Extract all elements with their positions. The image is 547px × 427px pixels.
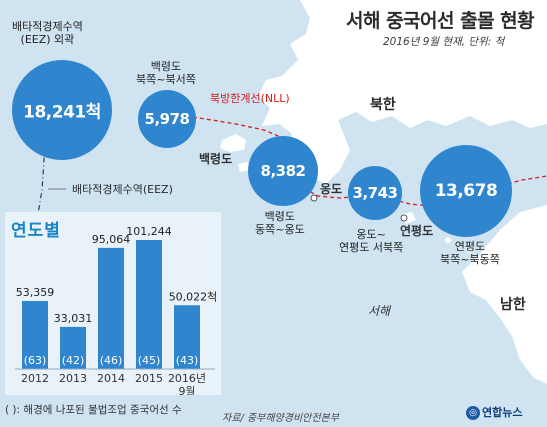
bar-category-label: 2015 — [135, 372, 163, 385]
bar — [174, 305, 200, 369]
bubble-value-yeonpyeong-north: 13,678 — [434, 181, 498, 201]
bar-category-label: 2016년 — [168, 372, 206, 385]
bar-seized-label: (43) — [176, 354, 199, 367]
logo-text: 연합뉴스 — [482, 406, 523, 419]
baengnyeong-island — [220, 134, 246, 152]
bar — [60, 326, 86, 369]
bar-seized-label: (46) — [100, 354, 123, 367]
ongjin-peninsula — [286, 112, 350, 184]
bubble-yeonpyeong-north — [420, 145, 512, 237]
bubble-baengnyeong-east — [248, 136, 318, 206]
label-eez-outer: 배타적경제수역 (EEZ) 외곽 — [12, 20, 83, 46]
bar — [22, 301, 48, 369]
north-korea-land — [228, 0, 547, 134]
bar-seized-label: (45) — [138, 354, 161, 367]
south-korea-land — [462, 205, 547, 384]
label-eez: 배타적경제수역(EEZ) — [72, 183, 173, 196]
bar-category-label: 9월 — [178, 385, 195, 395]
label-baengnyeong-island: 백령도 — [199, 152, 233, 166]
label-south-korea: 남한 — [500, 297, 526, 313]
bar — [136, 240, 162, 369]
yonhap-logo-icon: ◎ — [466, 406, 480, 420]
bar — [98, 247, 124, 369]
label-yeonpyeong-north: 연평도 북쪽~북동쪽 — [440, 240, 500, 266]
bar-value-label: 101,244 — [126, 225, 172, 238]
bar-value-label: 95,064 — [92, 233, 131, 246]
yonhap-logo: ◎ 연합뉴스 — [466, 404, 522, 420]
islet — [445, 237, 451, 243]
page-subtitle: 2016년 9월 현재, 단위: 척 — [383, 36, 505, 48]
bar-value-label: 53,359 — [16, 286, 55, 299]
bubble-value-baengnyeong-east: 8,382 — [260, 162, 306, 180]
label-west-sea: 서해 — [368, 304, 391, 318]
yearly-bar-chart: 53,359 (63) 2012 33,031 (42) 2013 95,064 (46) 20… — [15, 225, 218, 395]
label-north-korea: 북한 — [370, 97, 396, 113]
source-note: 자료/ 중부해양경비안전본부 — [222, 413, 339, 424]
han-estuary — [510, 168, 547, 196]
yearly-heading: 연도별 — [11, 221, 61, 241]
bar-value-label: 33,031 — [54, 312, 93, 325]
bar-category-label: 2012 — [21, 372, 49, 385]
bar-seized-label: (63) — [24, 354, 47, 367]
yearly-panel: 연도별 53,359 (63) 2012 33,031 (42) 2013 95,064 (4… — [5, 212, 221, 395]
label-baengnyeong-east: 백령도 동쪽~옹도 — [255, 210, 305, 236]
label-baengnyeong-north: 백령도 북쪽~북서쪽 — [136, 60, 196, 86]
bar-value-label: 50,022척 — [169, 290, 218, 303]
yeonpyeong-marker — [400, 214, 408, 222]
ongdo-marker — [310, 194, 318, 202]
label-yeonpyeong-island: 연평도 — [400, 224, 434, 238]
bubble-value-baengnyeong-north: 5,978 — [144, 110, 190, 128]
bubble-value-eez-outer: 18,241척 — [23, 102, 101, 123]
label-ongdo: 옹도 — [320, 182, 343, 196]
bubble-value-ongdo-yeonpyeong: 3,743 — [352, 184, 398, 202]
bubble-eez-outer — [12, 60, 112, 160]
label-nll: 북방한계선(NLL) — [210, 92, 290, 105]
daecheong-island — [238, 162, 250, 172]
bar-category-label: 2013 — [59, 372, 87, 385]
bubble-ongdo-yeonpyeong — [348, 166, 402, 220]
seized-footnote: ( ): 해경에 나포된 불법조업 중국어선 수 — [5, 404, 182, 416]
islet — [467, 247, 473, 253]
page-title: 서해 중국어선 출몰 현황 — [346, 10, 535, 32]
bar-category-label: 2014 — [97, 372, 125, 385]
label-ongdo-yeonpyeong: 옹도~ 연평도 서북쪽 — [339, 228, 404, 254]
bar-seized-label: (42) — [62, 354, 85, 367]
bubble-baengnyeong-north — [138, 90, 196, 148]
